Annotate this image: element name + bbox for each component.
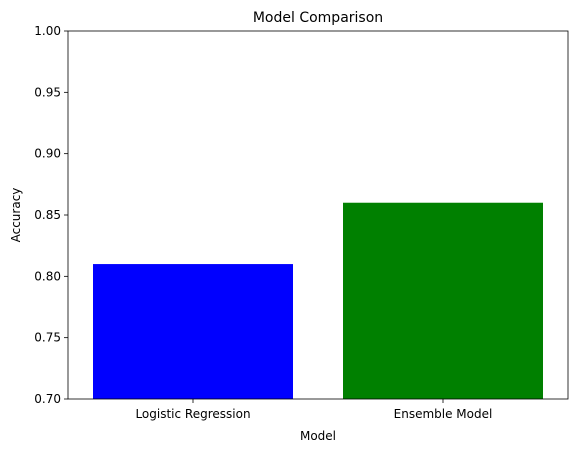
x-tick-label: Logistic Regression xyxy=(135,407,250,421)
bar-ensemble-model xyxy=(343,202,543,399)
plot-frame xyxy=(67,30,569,400)
y-axis-label: Accuracy xyxy=(9,188,23,243)
y-tick-label: 0.90 xyxy=(34,147,61,161)
bar-logistic-regression xyxy=(93,264,293,399)
y-tick-label: 0.70 xyxy=(34,392,61,406)
y-tick-label: 0.80 xyxy=(34,269,61,283)
chart-title: Model Comparison xyxy=(253,10,383,26)
x-tick-label: Ensemble Model xyxy=(394,407,493,421)
y-tick-label: 0.75 xyxy=(34,331,61,345)
y-axis-ticks: 0.70 0.75 0.80 0.85 0.90 0.95 1.00 xyxy=(34,24,68,406)
y-tick-label: 0.95 xyxy=(34,85,61,99)
y-tick-label: 1.00 xyxy=(34,24,61,38)
x-axis-label: Model xyxy=(300,429,336,443)
bars-group xyxy=(93,202,543,399)
y-tick-label: 0.85 xyxy=(34,208,61,222)
x-axis-ticks: Logistic Regression Ensemble Model xyxy=(135,399,492,421)
